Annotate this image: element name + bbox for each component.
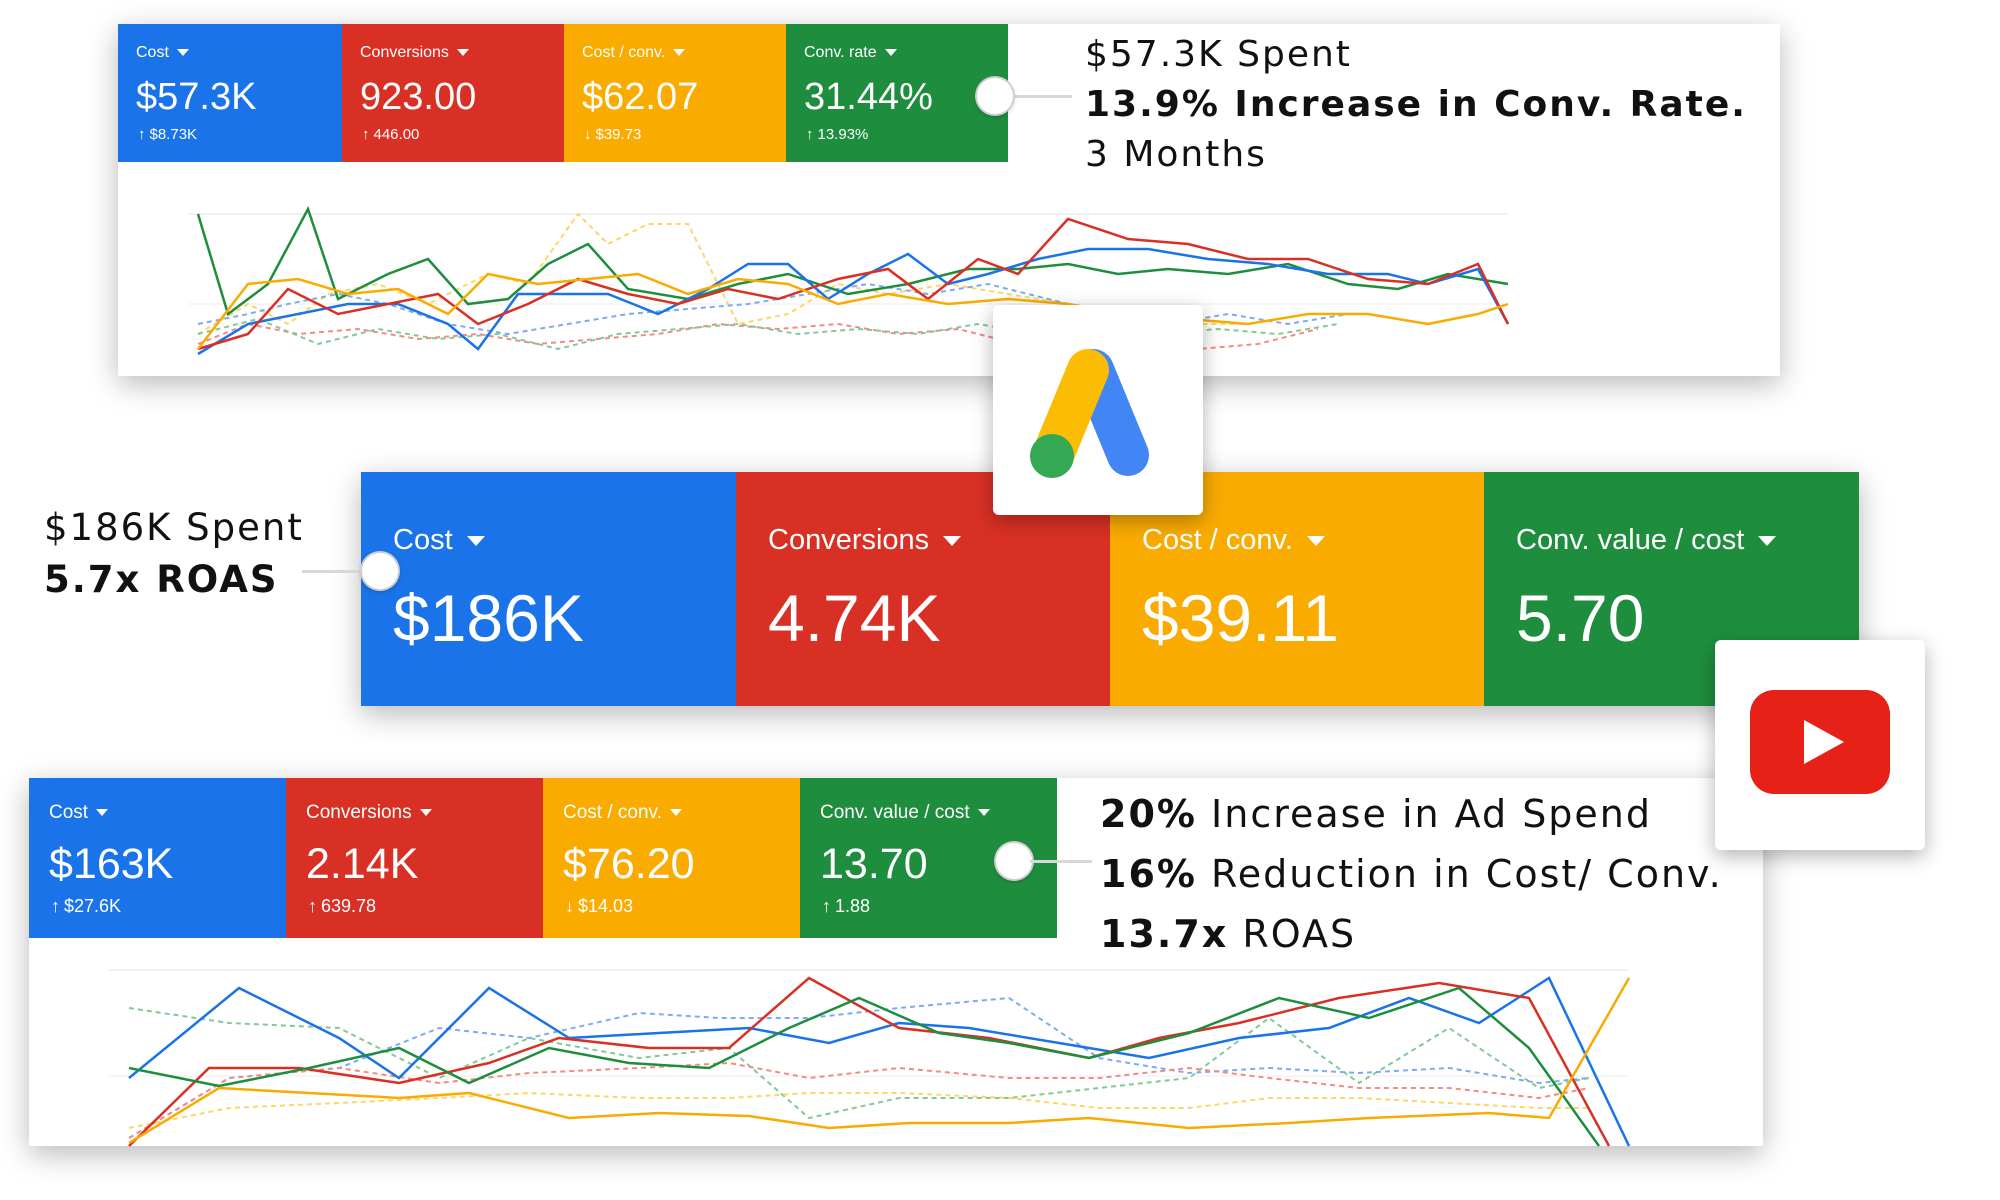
annotation-line: 5.7x ROAS	[44, 558, 279, 601]
panel-conv-rate: Cost $57.3K ↑ $8.73K Conversions 923.00 ↑…	[118, 24, 1780, 376]
callout-dot	[362, 553, 398, 589]
metric-label: Cost / conv.	[563, 802, 662, 823]
metric-value: 31.44%	[804, 76, 933, 118]
metric-value: 5.70	[1516, 581, 1645, 655]
metric-tile-cost-per-conv[interactable]: Cost / conv. $62.07 ↓ $39.73	[564, 24, 786, 162]
metric-label: Conversions	[360, 44, 449, 61]
metric-value: 2.14K	[306, 840, 419, 888]
metric-change: 446.00	[373, 126, 420, 143]
metric-change: $8.73K	[149, 126, 198, 143]
trend-chart-3	[109, 969, 1631, 1147]
annotation-bold: 20%	[1100, 792, 1197, 836]
arrow-up-icon: ↑	[362, 126, 370, 143]
annotation-panel2: $186K Spent 5.7x ROAS	[44, 502, 304, 606]
annotation-panel1: $57.3K Spent 13.9% Increase in Conv. Rat…	[1085, 30, 1747, 180]
metric-change: 639.78	[321, 896, 377, 916]
arrow-up-icon: ↑	[822, 896, 831, 916]
dropdown-caret-icon[interactable]	[673, 49, 686, 57]
metric-change: $39.73	[595, 126, 642, 143]
metric-change: $14.03	[578, 896, 634, 916]
arrow-up-icon: ↑	[806, 126, 814, 143]
metric-value: $186K	[393, 581, 584, 655]
panel-roas: Cost $186K Conversions 4.74K Cost / conv…	[361, 472, 1859, 706]
metric-tile-cost-per-conv[interactable]: Cost / conv. $76.20 ↓ $14.03	[543, 778, 800, 938]
annotation-line: ROAS	[1228, 912, 1357, 956]
metric-change: 1.88	[835, 896, 871, 916]
metric-change: $27.6K	[64, 896, 122, 916]
metric-label: Conv. value / cost	[1516, 524, 1745, 556]
dropdown-caret-icon[interactable]	[977, 809, 990, 817]
arrow-up-icon: ↑	[308, 896, 317, 916]
annotation-bold: 13.7x	[1100, 912, 1229, 956]
metric-label: Conv. value / cost	[820, 802, 970, 823]
dropdown-caret-icon[interactable]	[456, 49, 469, 57]
metric-label: Cost / conv.	[1142, 524, 1293, 556]
dropdown-caret-icon[interactable]	[943, 536, 962, 547]
metric-label: Conversions	[306, 802, 412, 823]
google-ads-card	[993, 305, 1203, 515]
dropdown-caret-icon[interactable]	[1306, 536, 1325, 547]
annotation-line: $186K Spent	[44, 506, 304, 549]
dropdown-caret-icon[interactable]	[176, 49, 189, 57]
annotation-line: 13.9% Increase in Conv. Rate.	[1085, 84, 1747, 125]
annotation-panel3: 20% Increase in Ad Spend 16% Reduction i…	[1100, 784, 1723, 964]
metric-value: 4.74K	[768, 581, 941, 655]
metric-tile-conv-value-cost[interactable]: Conv. value / cost 5.70	[1484, 472, 1859, 706]
annotation-line: 3 Months	[1085, 134, 1267, 175]
dropdown-caret-icon[interactable]	[669, 809, 682, 817]
connector-line	[302, 570, 382, 573]
metric-value: 923.00	[360, 76, 477, 118]
metric-tile-conversions[interactable]: Conversions 2.14K ↑ 639.78	[286, 778, 543, 938]
metric-tile-cost[interactable]: Cost $163K ↑ $27.6K	[29, 778, 286, 938]
annotation-line: $57.3K Spent	[1085, 34, 1352, 75]
arrow-down-icon: ↓	[565, 896, 574, 916]
annotation-bold: 16%	[1100, 852, 1197, 896]
metric-tile-conversions[interactable]: Conversions 923.00 ↑ 446.00	[342, 24, 564, 162]
metric-tile-cost[interactable]: Cost $57.3K ↑ $8.73K	[118, 24, 342, 162]
callout-dot	[977, 78, 1013, 114]
metric-tile-cost[interactable]: Cost $186K	[361, 472, 736, 706]
metric-label: Cost	[136, 44, 169, 61]
trend-chart-1	[188, 205, 1510, 356]
youtube-card	[1715, 640, 1925, 850]
arrow-down-icon: ↓	[584, 126, 592, 143]
metric-value: $76.20	[563, 840, 695, 888]
metric-label: Cost	[49, 802, 89, 823]
arrow-up-icon: ↑	[51, 896, 60, 916]
dropdown-caret-icon[interactable]	[419, 809, 432, 817]
metric-change: 13.93%	[817, 126, 869, 143]
dropdown-caret-icon[interactable]	[466, 536, 485, 547]
connector-line	[1030, 860, 1092, 863]
annotation-line: Increase in Ad Spend	[1196, 792, 1653, 836]
arrow-up-icon: ↑	[138, 126, 146, 143]
metric-value: $163K	[49, 840, 174, 888]
panel-spend-increase: Cost $163K ↑ $27.6K Conversions 2.14K ↑ 63…	[29, 778, 1763, 1147]
dropdown-caret-icon[interactable]	[96, 809, 109, 817]
dropdown-caret-icon[interactable]	[884, 49, 897, 57]
google-ads-logo-icon	[1030, 349, 1149, 478]
annotation-line: Reduction in Cost/ Conv.	[1196, 852, 1723, 896]
metric-value: $39.11	[1142, 581, 1339, 655]
callout-dot	[996, 843, 1032, 879]
youtube-logo-icon	[1750, 690, 1890, 794]
metric-value: $62.07	[582, 76, 699, 118]
metric-label: Cost	[393, 524, 453, 556]
metric-label: Conversions	[768, 524, 930, 556]
metric-value: $57.3K	[136, 76, 257, 118]
metric-tile-conv-rate[interactable]: Conv. rate 31.44% ↑ 13.93%	[786, 24, 1008, 162]
connector-line	[1010, 95, 1072, 98]
metric-value: 13.70	[820, 840, 928, 888]
metric-label: Cost / conv.	[582, 44, 666, 61]
metric-label: Conv. rate	[804, 44, 877, 61]
dropdown-caret-icon[interactable]	[1758, 536, 1777, 547]
